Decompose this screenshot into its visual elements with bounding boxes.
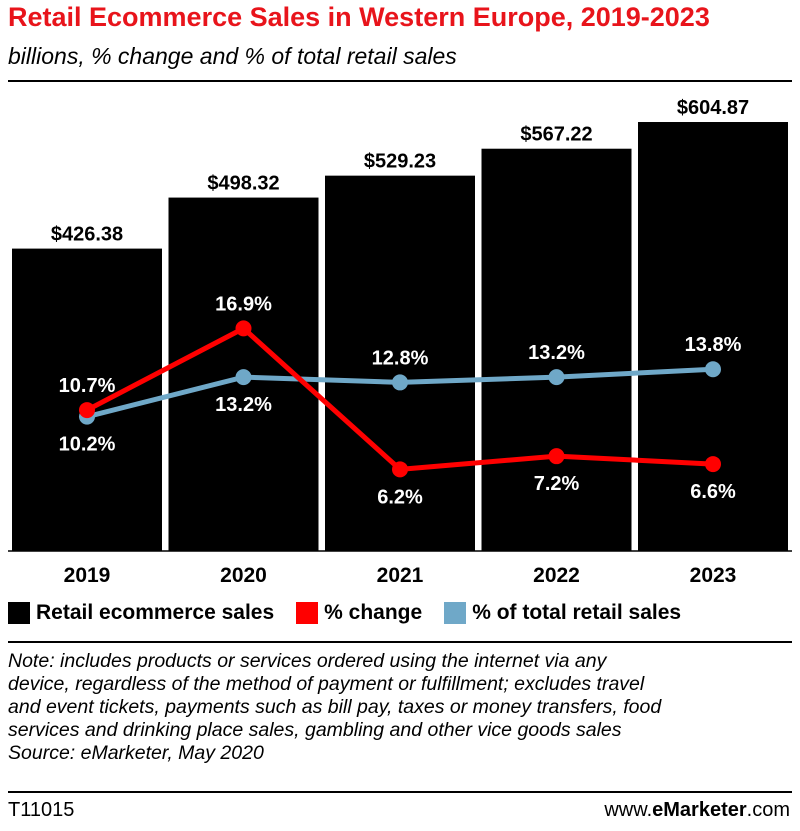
pct-total-point [235,369,252,386]
legend-label-ecommerce-sales: Retail ecommerce sales [36,601,275,624]
pct-total-point [548,369,565,386]
legend-item-pct-change: % change [296,601,422,625]
line-value-label: 16.9% [215,293,272,315]
line-value-labels: 10.7% 10.2% 16.9% 13.2% 6.2% 12.8% 7.2% 13.2% 6.… [59,293,742,508]
legend-item-pct-total: % of total retail sales [444,601,681,625]
x-tick-label: 2022 [533,564,580,587]
chart-note: Note: includes products or services orde… [8,650,792,765]
bar-value-label: $529.23 [364,151,436,173]
bar-value-label: $604.87 [677,97,749,119]
line-value-label: 10.2% [59,434,116,456]
line-value-label: 13.2% [215,394,272,416]
pct-change-point [392,461,408,478]
line-value-label: 6.2% [377,486,423,508]
bar-value-label: $498.32 [207,173,279,195]
brand-name: eMarketer [652,799,747,821]
line-value-label: 6.6% [690,481,736,503]
pct-change-point [79,402,95,419]
note-line: device, regardless of the method of paym… [8,673,645,695]
pct-total-point [392,374,408,391]
pct-change-point [548,448,565,465]
x-tick-label: 2019 [64,564,111,587]
legend-swatch-pct-total [444,602,467,624]
note-divider [8,641,792,643]
x-tick-label: 2021 [377,564,424,587]
source-line: Source: eMarketer, May 2020 [8,742,264,764]
pct-change-point [705,456,721,473]
line-value-label: 7.2% [534,473,580,495]
legend-swatch-pct-change [296,602,319,624]
bar-value-label: $426.38 [51,224,123,246]
chart-title: Retail Ecommerce Sales in Western Europe… [8,2,710,32]
x-axis-tick-labels: 2019 2020 2021 2022 2023 [64,564,737,587]
chart-id: T11015 [8,799,75,821]
bar [638,122,788,552]
legend: Retail ecommerce sales % change % of tot… [8,598,703,628]
line-series [79,320,721,478]
bar-value-label: $567.22 [520,124,592,146]
legend-label-pct-total: % of total retail sales [472,601,682,624]
pct-change-point [235,320,252,337]
bar-series [12,122,788,552]
line-value-label: 13.2% [528,342,585,364]
note-line: and event tickets, payments such as bill… [8,696,662,718]
legend-label-pct-change: % change [324,601,423,624]
bar [12,248,162,551]
note-line: services and drinking place sales, gambl… [8,719,622,741]
bar [481,148,632,551]
line-value-label: 12.8% [372,347,429,369]
bar [325,175,475,551]
note-line: Note: includes products or services orde… [8,650,607,672]
brand-logo: www.eMarketer.com [604,799,790,822]
brand-suffix: .com [746,799,790,821]
pct-total-point [705,361,721,378]
line-value-label: 13.8% [685,334,742,356]
line-value-label: 10.7% [59,375,116,397]
top-divider [8,80,792,82]
x-tick-label: 2020 [220,564,267,587]
footer-divider [8,791,792,793]
legend-swatch-ecommerce-sales [8,602,30,624]
chart-subtitle: billions, % change and % of total retail… [8,43,457,69]
x-tick-label: 2023 [690,564,737,587]
bar-value-labels: $426.38 $498.32 $529.23 $567.22 $604.87 [51,97,749,246]
legend-item-ecommerce-sales: Retail ecommerce sales [8,601,274,625]
brand-prefix: www. [604,799,653,821]
chart-area: $426.38 $498.32 $529.23 $567.22 $604.87 2019… [8,97,792,587]
